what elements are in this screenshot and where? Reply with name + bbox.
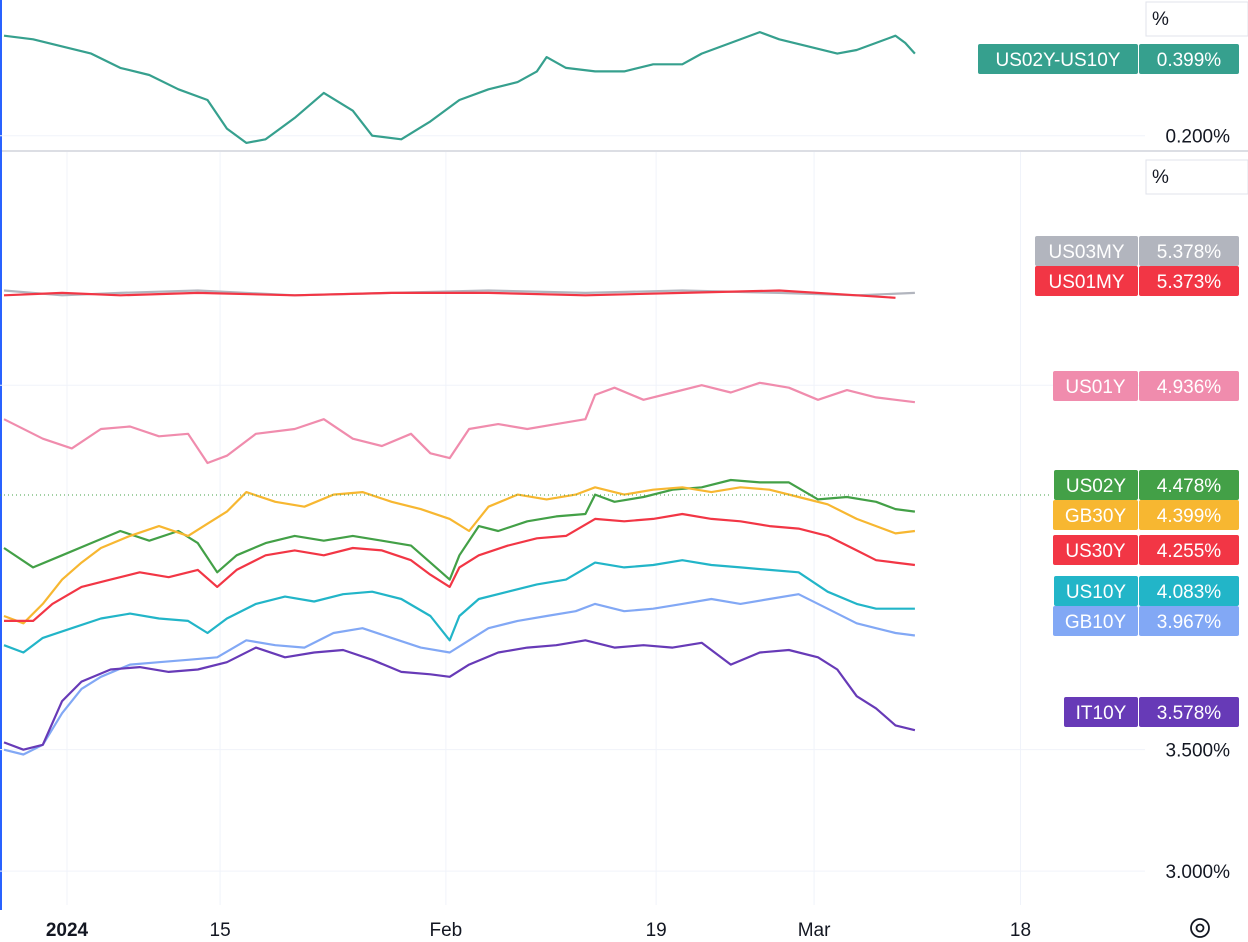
series-badge-value-gb30y[interactable] <box>1139 500 1239 530</box>
unit-label-box <box>1145 1 1248 37</box>
series-badge-name-gb30y[interactable] <box>1053 500 1138 530</box>
series-badge-value-us01my[interactable] <box>1139 266 1239 296</box>
series-line-gb10y[interactable] <box>3 593 916 756</box>
series-name-label: US10Y <box>1066 582 1127 603</box>
series-value-label: 0.399% <box>1157 50 1222 71</box>
series-line-us10y[interactable] <box>3 559 915 654</box>
x-tick-label: 19 <box>646 920 667 941</box>
series-line-gb30y[interactable] <box>3 486 916 625</box>
x-tick-label: 18 <box>1010 920 1031 941</box>
x-tick-label: Mar <box>798 920 831 941</box>
unit-label: % <box>1152 9 1169 30</box>
series-badge-value-us03my[interactable] <box>1139 236 1239 266</box>
series-badge-value-it10y[interactable] <box>1139 697 1239 727</box>
series-line-us30y[interactable] <box>4 512 916 623</box>
series-value-label: 5.373% <box>1157 272 1222 293</box>
series-name-label: US01Y <box>1065 377 1126 398</box>
series-badge-name-us02y[interactable] <box>1054 470 1138 500</box>
unit-label-box <box>1145 159 1248 195</box>
series-value-label: 3.967% <box>1157 612 1222 633</box>
series-badge-name-us03my[interactable] <box>1035 236 1138 266</box>
y-tick-label: 3.500% <box>1166 741 1231 762</box>
series-name-label: US02Y <box>1066 476 1127 497</box>
series-value-label: 5.378% <box>1157 242 1222 263</box>
series-name-label: US30Y <box>1065 541 1126 562</box>
series-badge-name-it10y[interactable] <box>1064 697 1138 727</box>
series-badge-value-us02y-us10y[interactable] <box>1139 44 1239 74</box>
series-badge-value-us01y[interactable] <box>1139 371 1239 401</box>
series-badge-name-us02y-us10y[interactable] <box>978 44 1138 74</box>
series-value-label: 3.578% <box>1157 703 1222 724</box>
series-badge-name-gb10y[interactable] <box>1053 606 1138 636</box>
series-line-us02y[interactable] <box>3 478 916 581</box>
gear-icon[interactable] <box>1190 918 1210 938</box>
series-line-us01y[interactable] <box>3 381 916 465</box>
series-line-us02y-us10y[interactable] <box>3 30 916 144</box>
series-name-label: GB30Y <box>1065 506 1127 527</box>
x-tick-label: 2024 <box>46 920 89 941</box>
series-line-it10y[interactable] <box>3 639 916 751</box>
series-name-label: GB10Y <box>1065 612 1127 633</box>
series-badge-value-us10y[interactable] <box>1139 576 1239 606</box>
series-name-label: US02Y-US10Y <box>996 50 1121 71</box>
series-name-label: IT10Y <box>1076 703 1127 724</box>
series-badge-value-us30y[interactable] <box>1139 535 1239 565</box>
series-name-label: US03MY <box>1048 242 1124 263</box>
gear-icon-center <box>1195 923 1205 933</box>
series-badge-name-us10y[interactable] <box>1054 576 1138 606</box>
series-badge-value-gb10y[interactable] <box>1139 606 1239 636</box>
x-tick-label: 15 <box>210 920 231 941</box>
series-line-us03my[interactable] <box>3 289 915 297</box>
unit-label: % <box>1152 167 1169 188</box>
series-value-label: 4.255% <box>1157 541 1222 562</box>
x-tick-label: Feb <box>429 920 462 941</box>
series-name-label: US01MY <box>1048 272 1124 293</box>
series-value-label: 4.083% <box>1157 582 1222 603</box>
y-tick-label: 0.200% <box>1166 127 1231 148</box>
series-badge-name-us01my[interactable] <box>1035 266 1138 296</box>
series-value-label: 4.399% <box>1157 506 1222 527</box>
series-badge-value-us02y[interactable] <box>1139 470 1239 500</box>
series-line-us01my[interactable] <box>3 289 896 299</box>
series-badge-name-us30y[interactable] <box>1053 535 1138 565</box>
series-badge-name-us01y[interactable] <box>1053 371 1138 401</box>
y-tick-label: 3.000% <box>1166 862 1231 883</box>
series-value-label: 4.478% <box>1157 476 1222 497</box>
series-value-label: 4.936% <box>1157 377 1222 398</box>
